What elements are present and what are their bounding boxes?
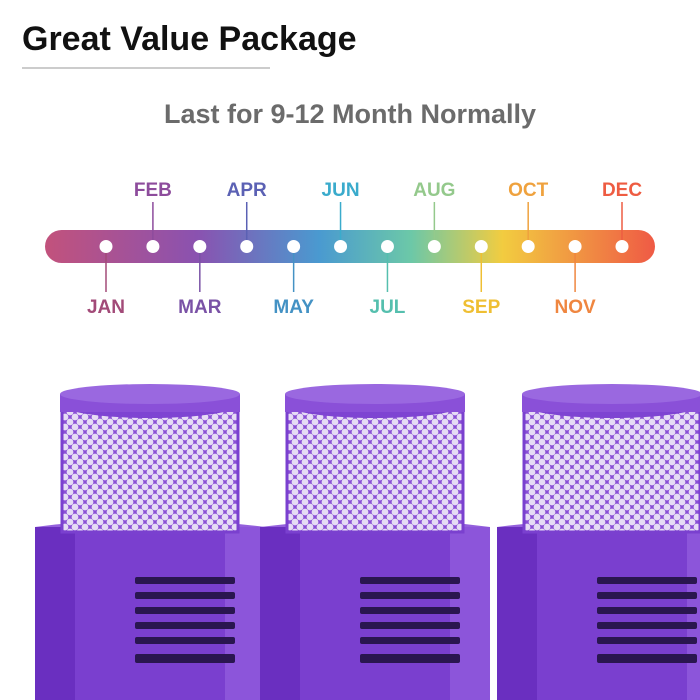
month-dot <box>427 240 441 253</box>
month-label: AUG <box>413 180 455 201</box>
month-dot <box>474 240 488 253</box>
month-dot <box>521 240 535 253</box>
month-label: JUN <box>322 180 360 201</box>
month-label: DEC <box>602 180 642 201</box>
subtitle: Last for 9-12 Month Normally <box>164 99 536 129</box>
month-dot <box>334 240 348 253</box>
month-label: FEB <box>134 180 172 201</box>
month-label: APR <box>227 180 267 201</box>
filter <box>495 382 700 700</box>
month-label: JAN <box>87 297 125 318</box>
filter <box>33 382 267 700</box>
timeline-bar <box>45 230 655 263</box>
timeline: JAN FEB MAR APR MAY JUN JUL AUG SEP OCT NOV DEC <box>87 180 642 318</box>
month-label: MAY <box>273 297 314 318</box>
month-label: MAR <box>178 297 222 318</box>
month-dot <box>287 240 301 253</box>
month-dot <box>193 240 207 253</box>
month-label: OCT <box>508 180 549 201</box>
month-label: JUL <box>370 297 406 318</box>
month-label: NOV <box>554 297 596 318</box>
month-dot <box>146 240 160 253</box>
title: Great Value Package <box>22 20 357 58</box>
month-dot <box>240 240 254 253</box>
month-dot <box>615 240 629 253</box>
month-label: SEP <box>462 297 500 318</box>
month-dot <box>380 240 394 253</box>
month-dot <box>568 240 582 253</box>
month-dot <box>99 240 113 253</box>
filter <box>258 382 492 700</box>
